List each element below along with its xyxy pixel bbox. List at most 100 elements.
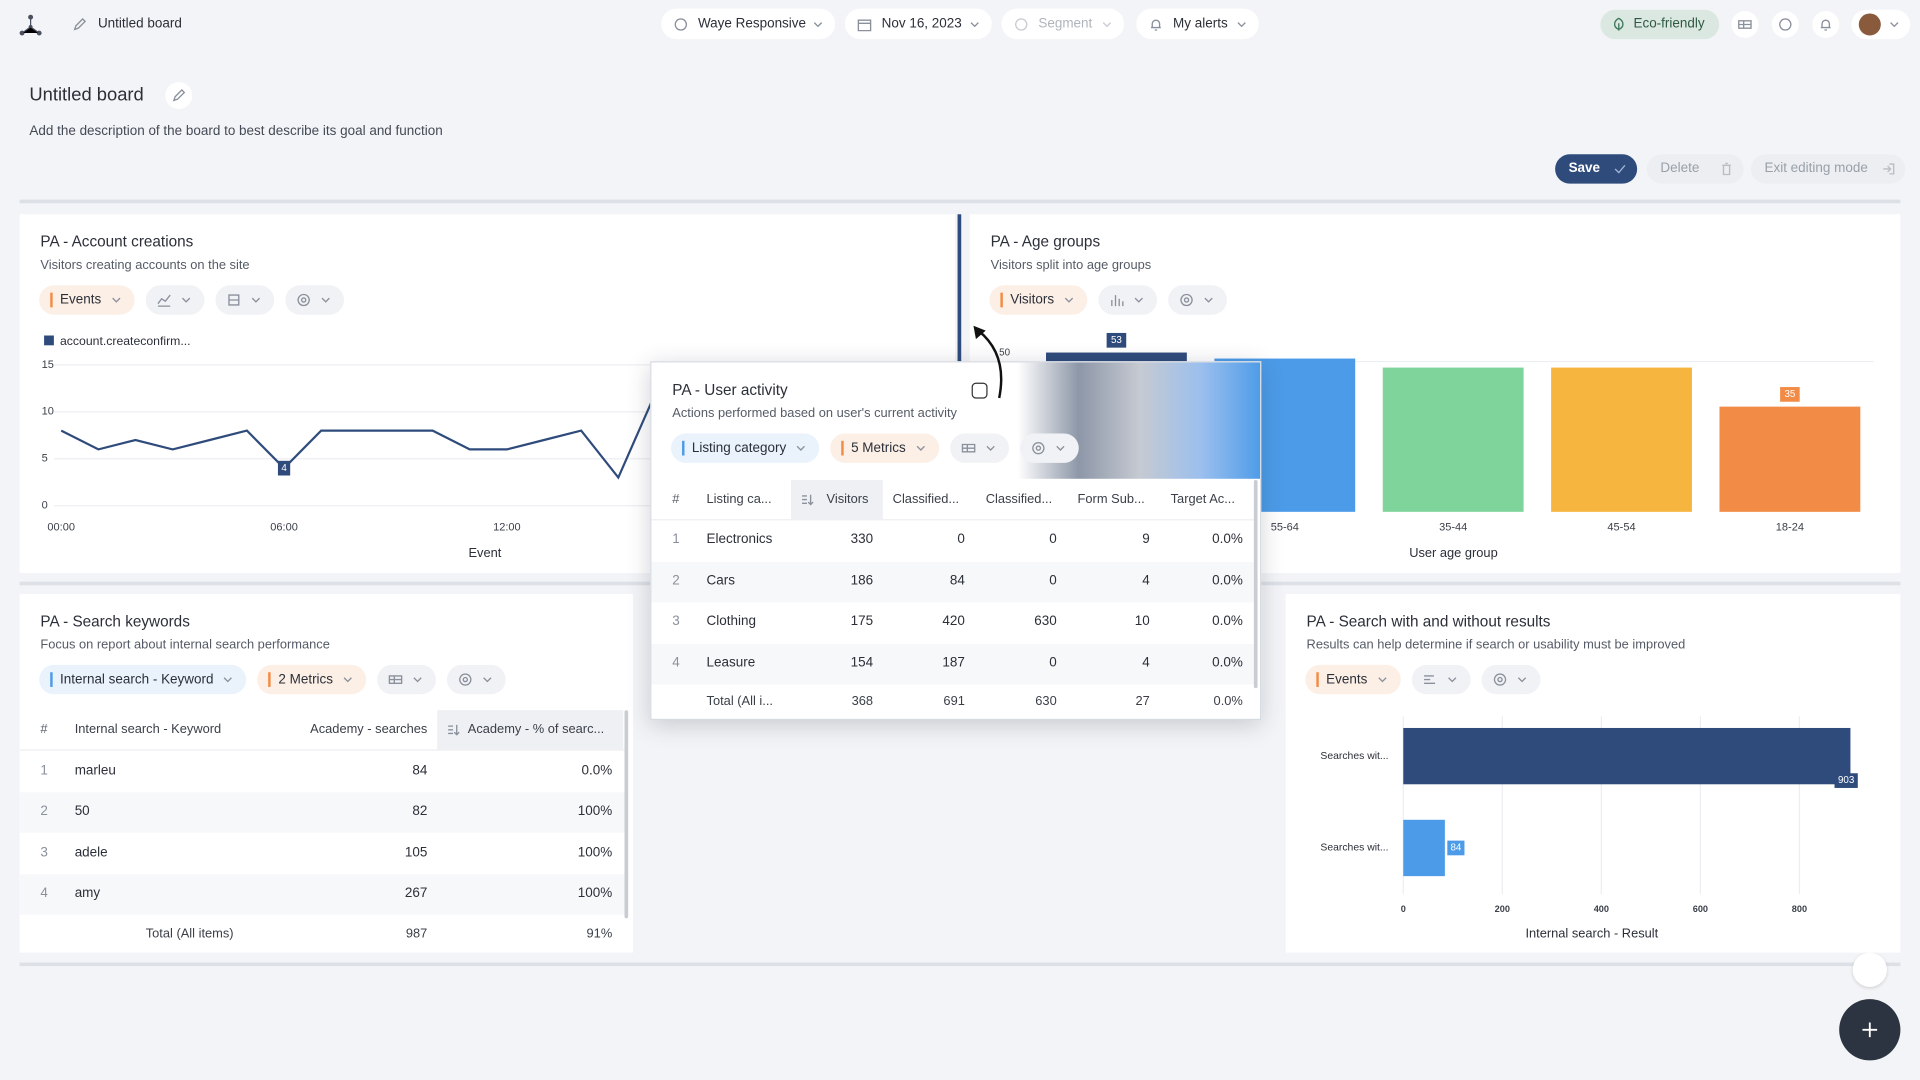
total-cell: 987 [405, 926, 428, 942]
control-pill[interactable]: Internal search - Keyword [39, 664, 247, 695]
widget-title: PA - Search keywords [40, 612, 190, 631]
action-button[interactable]: Exit editing mode [1751, 154, 1906, 184]
icon [1890, 22, 1899, 28]
row-stripe [651, 561, 1254, 602]
header-icon-button[interactable] [1731, 11, 1759, 38]
line-series [60, 392, 657, 480]
action-button[interactable]: Delete [1646, 154, 1744, 184]
control-pill[interactable]: Events [39, 285, 135, 315]
control-label: Internal search - Keyword [60, 672, 214, 687]
widget-subtitle: Actions performed based on user's curren… [672, 406, 957, 421]
widget-card[interactable]: PA - Search with and without results Resu… [1285, 593, 1901, 953]
table-cell: 0.0% [1212, 573, 1243, 589]
icon [1204, 297, 1213, 303]
chart: 0 200 400 600 800 Searches wit... 903 Searches … [1320, 716, 1858, 941]
widget-subtitle: Focus on report about internal search pe… [40, 637, 330, 653]
icon-pill[interactable] [1019, 433, 1079, 463]
widget-card[interactable]: PA - User activity Actions performed base… [650, 361, 1262, 721]
control-pill[interactable]: Listing category [671, 433, 820, 463]
y-tick-label: 10 [42, 406, 54, 418]
board-description: Add the description of the board to best… [29, 124, 443, 139]
icon [181, 297, 190, 303]
action-label: Save [1568, 160, 1601, 176]
logo[interactable] [17, 12, 44, 39]
column-header: # [40, 722, 48, 737]
filter-label: Nov 16, 2023 [881, 15, 962, 31]
widget-subtitle: Visitors creating accounts on the site [40, 258, 250, 273]
icon [1820, 19, 1831, 31]
icon [970, 22, 979, 28]
widget-title: PA - Account creations [40, 233, 194, 251]
action-label: Delete [1660, 160, 1700, 176]
icon-pill[interactable] [1481, 664, 1540, 695]
control-color [682, 440, 685, 456]
icon [1064, 297, 1073, 303]
filter-pill[interactable]: Nov 16, 2023 [844, 8, 992, 40]
icon [1738, 20, 1752, 29]
value-label: 53 [1111, 335, 1122, 346]
rocket-button[interactable] [1852, 952, 1887, 987]
icon-pill[interactable] [1098, 285, 1157, 315]
icon [986, 445, 995, 451]
table-header-bg [651, 480, 1254, 521]
column-header: # [672, 491, 680, 507]
control-label: Listing category [691, 440, 787, 456]
icon [916, 445, 925, 451]
icon-pill[interactable] [145, 285, 205, 315]
action-button[interactable]: Save [1555, 154, 1638, 184]
x-axis-title: Internal search - Result [1525, 926, 1658, 941]
icon-pill[interactable] [446, 664, 506, 695]
control-pill[interactable]: 5 Metrics [830, 433, 939, 463]
table-cell: 100% [577, 845, 613, 861]
control-bar: Listing category 5 Metrics [671, 433, 1079, 463]
eco-pill[interactable]: Eco-friendly [1600, 9, 1720, 40]
table-cell: 100% [577, 803, 613, 819]
table-cell: 84 [949, 573, 965, 589]
icon-pill[interactable] [377, 664, 436, 695]
filter-pill[interactable]: Segment [1001, 8, 1125, 40]
table-cell: marleu [74, 763, 116, 779]
control-pill[interactable]: Events [1305, 664, 1401, 695]
icon [1613, 17, 1624, 31]
icon [73, 18, 87, 31]
icon-pill[interactable] [1168, 285, 1227, 315]
icon-pill[interactable] [949, 433, 1009, 463]
legend-swatch [44, 335, 54, 346]
avatar-menu[interactable] [1851, 9, 1911, 40]
control-pill[interactable]: 2 Metrics [257, 664, 367, 695]
table-cell: 4 [40, 885, 48, 901]
header-icon-button[interactable] [1771, 11, 1799, 38]
x-tick-label: 45-54 [1607, 522, 1635, 534]
widget-subtitle: Visitors split into age groups [990, 258, 1152, 273]
filter-label: My alerts [1173, 15, 1228, 31]
table-cell: 0 [1049, 531, 1057, 547]
board-name: Untitled board [97, 16, 182, 32]
icon [813, 22, 823, 28]
header-icon-button[interactable] [1812, 11, 1840, 38]
value-label: 84 [1450, 843, 1461, 854]
x-tick-label: 200 [1495, 904, 1510, 914]
icon [172, 89, 186, 102]
table-cell: Clothing [706, 613, 756, 629]
y-tick-label: Searches wit... [1320, 751, 1388, 762]
edit-title-button[interactable] [165, 82, 193, 109]
control-label: Events [1326, 672, 1368, 687]
icon-pill[interactable] [1411, 664, 1471, 695]
icon-pill[interactable] [284, 285, 344, 315]
filter-pill[interactable]: Waye Responsive [661, 8, 836, 40]
icon [1447, 677, 1456, 683]
table-cell: 186 [850, 573, 874, 589]
widget-card[interactable]: PA - Search keywords Focus on report abou… [19, 593, 634, 953]
control-pill[interactable]: Visitors [989, 285, 1088, 315]
add-widget-button[interactable] [1839, 999, 1901, 1061]
icon-pill[interactable] [215, 285, 274, 315]
filter-pill[interactable]: My alerts [1136, 8, 1259, 40]
bar [1403, 727, 1851, 785]
y-tick-label: 0 [42, 500, 48, 512]
icon [1377, 677, 1387, 683]
icon [1493, 673, 1506, 686]
value-label-box [1106, 332, 1127, 348]
icon [413, 677, 422, 683]
row-stripe [651, 643, 1254, 684]
control-bar: Events [39, 285, 344, 315]
